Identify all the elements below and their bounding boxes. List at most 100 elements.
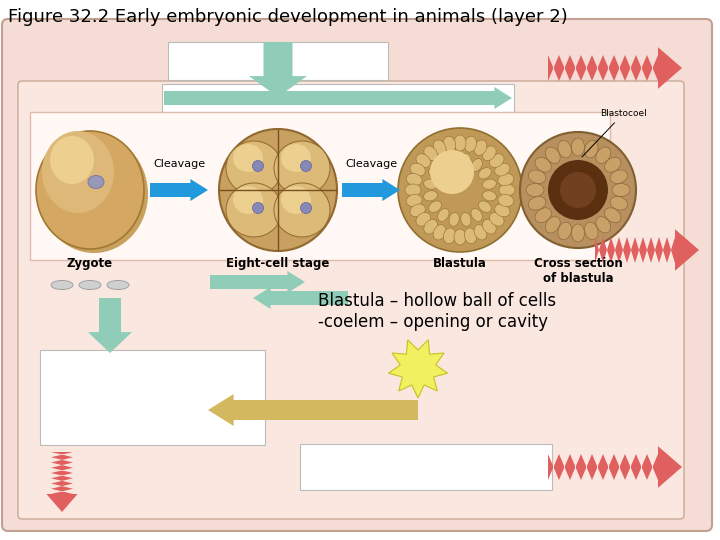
Polygon shape xyxy=(208,394,418,426)
Ellipse shape xyxy=(416,212,431,226)
Text: Blastula – hollow ball of cells
-coelem – opening or cavity: Blastula – hollow ball of cells -coelem … xyxy=(318,292,556,331)
Text: Zygote: Zygote xyxy=(67,257,113,270)
Ellipse shape xyxy=(410,204,426,217)
Ellipse shape xyxy=(233,144,263,172)
Ellipse shape xyxy=(479,167,491,179)
Circle shape xyxy=(300,160,312,172)
FancyBboxPatch shape xyxy=(168,42,388,80)
Text: Blastocoel: Blastocoel xyxy=(582,109,647,157)
Ellipse shape xyxy=(405,184,421,196)
Ellipse shape xyxy=(444,136,456,152)
Ellipse shape xyxy=(528,170,546,184)
Ellipse shape xyxy=(482,179,496,189)
Text: Eight-cell stage: Eight-cell stage xyxy=(226,257,330,270)
Polygon shape xyxy=(88,298,132,353)
Ellipse shape xyxy=(535,208,552,222)
Ellipse shape xyxy=(585,222,598,240)
Text: Cleavage: Cleavage xyxy=(345,159,397,169)
FancyBboxPatch shape xyxy=(2,19,712,531)
Ellipse shape xyxy=(50,136,94,184)
Ellipse shape xyxy=(274,183,330,237)
Circle shape xyxy=(560,172,596,208)
Ellipse shape xyxy=(88,176,104,188)
Polygon shape xyxy=(389,340,448,398)
Polygon shape xyxy=(164,87,512,109)
Ellipse shape xyxy=(79,280,101,289)
Ellipse shape xyxy=(406,194,422,207)
Text: Blastula: Blastula xyxy=(433,257,487,270)
Ellipse shape xyxy=(535,157,552,172)
Circle shape xyxy=(520,132,636,248)
Ellipse shape xyxy=(226,183,282,237)
Ellipse shape xyxy=(482,219,496,234)
Ellipse shape xyxy=(482,146,496,160)
Ellipse shape xyxy=(416,154,431,167)
FancyBboxPatch shape xyxy=(300,444,552,490)
Ellipse shape xyxy=(226,141,282,195)
Ellipse shape xyxy=(474,225,487,240)
Ellipse shape xyxy=(51,280,73,289)
Polygon shape xyxy=(658,47,682,89)
Polygon shape xyxy=(249,42,307,97)
Polygon shape xyxy=(150,179,208,201)
Ellipse shape xyxy=(558,140,572,158)
Ellipse shape xyxy=(410,163,426,176)
Ellipse shape xyxy=(558,222,572,240)
Ellipse shape xyxy=(471,159,482,172)
Ellipse shape xyxy=(428,201,441,212)
Ellipse shape xyxy=(482,191,496,201)
Ellipse shape xyxy=(454,135,466,151)
Ellipse shape xyxy=(585,140,598,158)
Ellipse shape xyxy=(274,141,330,195)
Ellipse shape xyxy=(438,208,449,221)
Ellipse shape xyxy=(449,212,459,226)
Ellipse shape xyxy=(528,197,546,210)
Ellipse shape xyxy=(545,217,560,233)
Circle shape xyxy=(300,202,312,213)
Ellipse shape xyxy=(474,140,487,156)
Ellipse shape xyxy=(281,186,311,214)
Ellipse shape xyxy=(464,228,477,244)
Text: Figure 32.2 Early embryonic development in animals (layer 2): Figure 32.2 Early embryonic development … xyxy=(8,8,568,26)
Ellipse shape xyxy=(444,228,456,244)
Ellipse shape xyxy=(107,280,129,289)
Ellipse shape xyxy=(471,208,482,221)
Ellipse shape xyxy=(479,201,491,212)
Ellipse shape xyxy=(42,131,114,213)
Ellipse shape xyxy=(605,208,621,222)
FancyBboxPatch shape xyxy=(18,81,684,519)
Ellipse shape xyxy=(498,194,514,207)
Polygon shape xyxy=(51,452,73,494)
Ellipse shape xyxy=(449,154,459,167)
Circle shape xyxy=(548,160,608,220)
Ellipse shape xyxy=(545,147,560,164)
Text: Cross section
of blastula: Cross section of blastula xyxy=(534,257,622,285)
FancyBboxPatch shape xyxy=(30,112,610,260)
Ellipse shape xyxy=(424,146,438,160)
Polygon shape xyxy=(253,287,348,309)
Ellipse shape xyxy=(433,225,446,240)
Ellipse shape xyxy=(40,135,148,253)
Ellipse shape xyxy=(612,184,630,197)
Ellipse shape xyxy=(495,163,510,176)
Ellipse shape xyxy=(495,204,510,217)
Text: Cleavage: Cleavage xyxy=(153,159,205,169)
Ellipse shape xyxy=(490,154,504,167)
Ellipse shape xyxy=(596,147,611,164)
Ellipse shape xyxy=(572,224,585,242)
Polygon shape xyxy=(548,454,658,480)
Ellipse shape xyxy=(454,229,466,245)
Circle shape xyxy=(253,160,264,172)
Ellipse shape xyxy=(572,138,585,156)
Ellipse shape xyxy=(281,144,311,172)
Ellipse shape xyxy=(433,140,446,156)
Ellipse shape xyxy=(406,173,422,186)
Circle shape xyxy=(253,202,264,213)
Ellipse shape xyxy=(438,159,449,172)
Polygon shape xyxy=(548,55,658,81)
Ellipse shape xyxy=(461,212,471,226)
Ellipse shape xyxy=(464,136,477,152)
Polygon shape xyxy=(46,494,78,512)
Ellipse shape xyxy=(428,167,441,179)
Ellipse shape xyxy=(424,219,438,234)
